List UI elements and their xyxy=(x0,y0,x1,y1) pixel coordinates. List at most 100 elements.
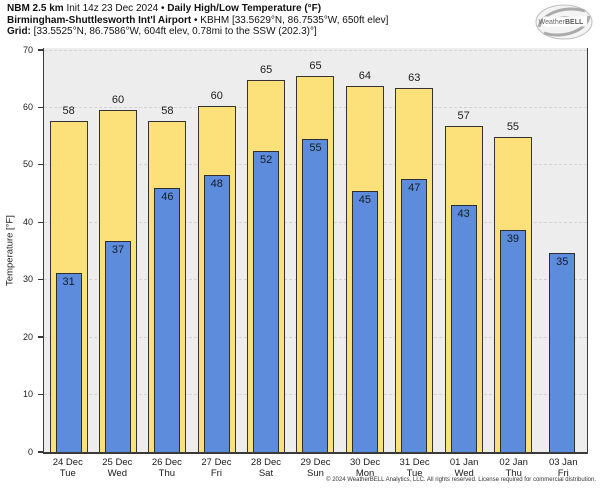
x-axis: 24 Dec Tue 25 Dec Wed 26 Dec Thu 27 Dec Fri 28 D… xyxy=(43,457,588,479)
x-tick-date: 28 Dec xyxy=(250,457,282,468)
x-tick-day: Sat xyxy=(258,468,274,479)
x-tick-label: 24 Dec Tue xyxy=(43,457,93,479)
x-tick-date: 29 Dec xyxy=(300,457,331,468)
x-tick-date: 27 Dec xyxy=(201,457,232,468)
x-tick-day: Fri xyxy=(557,468,569,479)
x-tick-date: 01 Jan xyxy=(449,457,479,468)
weatherbell-logo: Weather BELL xyxy=(534,2,596,42)
bar-group-01-jan: 57 43 xyxy=(439,48,488,452)
low-bar xyxy=(105,241,132,452)
low-bar xyxy=(549,252,576,452)
low-bar xyxy=(351,191,378,452)
y-tick-label: 70 xyxy=(22,44,33,55)
x-tick-label: 26 Dec Thu xyxy=(142,457,192,479)
low-value-label: 45 xyxy=(358,194,371,207)
bar-group-27-dec: 60 48 xyxy=(192,48,241,452)
y-tick-mark xyxy=(38,393,43,396)
plot-area: 58 31 60 37 58 46 60 48 65 52 65 55 64 45 63 47 57 43 55 39… xyxy=(43,48,588,454)
bar-group-31-dec: 63 47 xyxy=(390,48,439,452)
high-value-label: 63 xyxy=(408,72,421,85)
bar-group-24-dec: 58 31 xyxy=(44,48,93,452)
low-bar xyxy=(55,272,82,452)
x-tick-date: 02 Jan xyxy=(499,457,528,468)
low-bar xyxy=(499,229,526,452)
bar-group-29-dec: 65 55 xyxy=(291,48,340,452)
x-tick-day: Tue xyxy=(406,468,423,479)
y-tick-mark xyxy=(38,164,43,166)
low-value-label: 31 xyxy=(62,275,75,288)
x-tick-label: 27 Dec Fri xyxy=(192,457,242,479)
x-tick-date: 25 Dec xyxy=(102,457,133,468)
x-tick-day: Thu xyxy=(158,468,176,479)
x-tick-label: 30 Dec Mon xyxy=(340,457,390,479)
x-tick-label: 01 Jan Wed xyxy=(439,457,489,479)
x-tick-label: 25 Dec Wed xyxy=(93,457,143,479)
y-tick-mark xyxy=(38,451,43,453)
station-name: Birmingham-Shuttlesworth Int'l Airport xyxy=(7,14,192,26)
logo-text-bell: BELL xyxy=(565,19,584,26)
logo-text-weather: Weather xyxy=(539,19,566,26)
low-value-label: 52 xyxy=(260,154,273,167)
grid-meta: [33.5525°N, 86.7586°W, 604ft elev, 0.78m… xyxy=(30,26,317,37)
y-tick-label: 40 xyxy=(22,216,33,227)
y-axis: 0 10 20 30 40 50 60 70 xyxy=(0,44,43,457)
low-bar xyxy=(302,139,329,452)
low-value-label: 43 xyxy=(457,208,470,221)
y-tick-mark xyxy=(38,279,43,281)
gridline-70 xyxy=(44,49,587,51)
chart-header: NBM 2.5 km Init 14z 23 Dec 2024 • Daily … xyxy=(7,3,388,38)
x-tick-day: Tue xyxy=(59,468,76,479)
y-tick-mark xyxy=(38,221,43,223)
model-name: NBM 2.5 km xyxy=(7,3,64,14)
high-value-label: 65 xyxy=(260,63,273,76)
y-tick-label: 30 xyxy=(22,274,33,285)
low-bar xyxy=(203,174,230,452)
header-line-2: Birmingham-Shuttlesworth Int'l Airport •… xyxy=(7,15,388,27)
x-tick-day: Fri xyxy=(210,468,222,479)
y-tick-label: 0 xyxy=(27,446,33,457)
x-tick-date: 03 Jan xyxy=(548,457,578,468)
bar-group-02-jan: 55 39 xyxy=(488,48,537,452)
high-value-label: 57 xyxy=(457,110,470,123)
high-value-label: 55 xyxy=(506,120,520,133)
header-line-1: NBM 2.5 km Init 14z 23 Dec 2024 • Daily … xyxy=(7,3,388,15)
low-bar xyxy=(401,179,428,452)
low-value-label: 55 xyxy=(309,142,322,155)
bar-group-26-dec: 58 46 xyxy=(143,48,192,452)
low-value-label: 39 xyxy=(506,232,520,245)
low-bar xyxy=(253,151,280,452)
station-meta: • KBHM [33.5629°N, 86.7535°W, 650ft elev… xyxy=(191,14,389,26)
y-tick-label: 50 xyxy=(22,159,33,170)
bar-group-03-jan: 35 xyxy=(538,48,587,452)
x-tick-date: 31 Dec xyxy=(399,457,430,468)
low-bar xyxy=(154,188,181,452)
x-tick-date: 30 Dec xyxy=(350,457,381,468)
low-value-label: 48 xyxy=(210,177,223,190)
high-value-label: 58 xyxy=(161,105,174,118)
x-tick-day: Sun xyxy=(307,468,324,479)
low-bar xyxy=(450,205,477,452)
x-tick-day: Mon xyxy=(355,468,375,479)
y-tick-mark xyxy=(38,336,43,338)
bar-group-28-dec: 65 52 xyxy=(241,48,290,452)
weatherbell-swirl-icon: Weather BELL xyxy=(535,4,593,40)
high-value-label: 60 xyxy=(210,89,223,102)
x-tick-day: Wed xyxy=(454,468,474,479)
init-time: Init 14z 23 Dec 2024 • xyxy=(63,3,168,14)
x-tick-label: 03 Jan Fri xyxy=(538,457,588,479)
bar-group-25-dec: 60 37 xyxy=(93,48,142,452)
y-tick-label: 20 xyxy=(22,331,33,342)
x-tick-date: 26 Dec xyxy=(151,457,182,468)
high-value-label: 60 xyxy=(111,94,125,107)
high-value-label: 65 xyxy=(309,60,322,73)
header-line-3: Grid: [33.5525°N, 86.7586°W, 604ft elev,… xyxy=(7,26,388,38)
x-tick-day: Wed xyxy=(107,468,127,479)
low-value-label: 47 xyxy=(408,182,421,195)
y-tick-mark xyxy=(38,49,43,51)
y-tick-label: 60 xyxy=(22,101,33,112)
grid-label: Grid: xyxy=(7,26,31,37)
low-value-label: 35 xyxy=(556,255,569,268)
x-tick-day: Thu xyxy=(505,468,522,479)
x-tick-label: 29 Dec Sun xyxy=(291,457,341,479)
x-tick-label: 02 Jan Thu xyxy=(489,457,539,479)
